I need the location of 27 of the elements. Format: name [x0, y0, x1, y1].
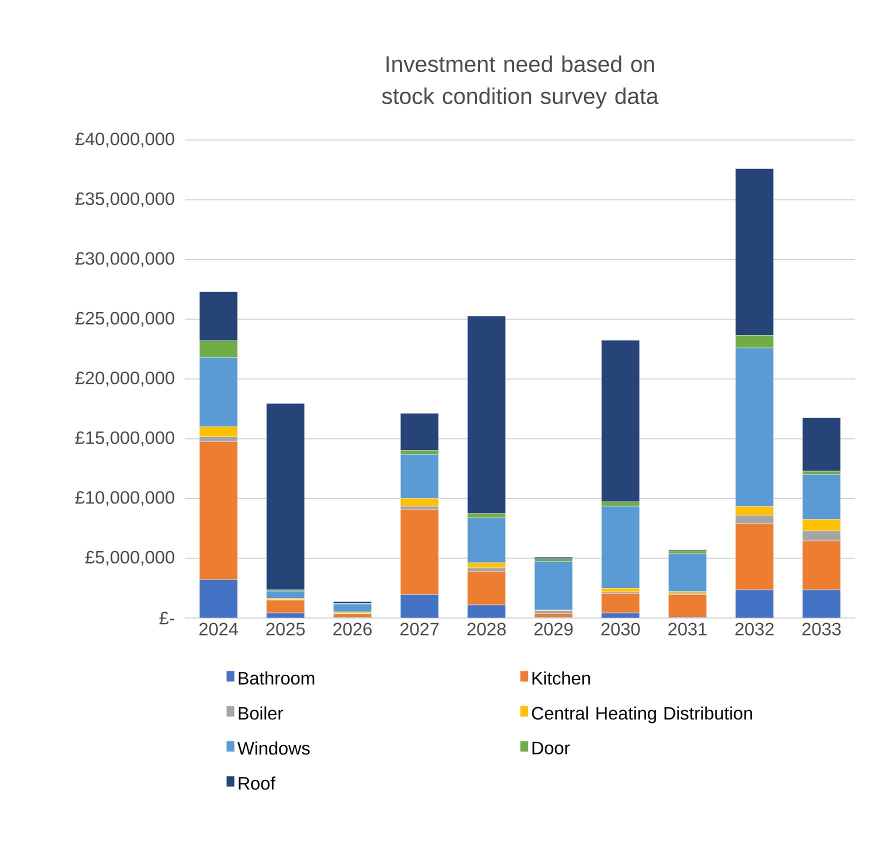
legend-label: Kitchen — [532, 671, 590, 685]
x-tick-label: 2031 — [668, 622, 707, 636]
y-tick-label: £5,000,000 — [85, 550, 174, 566]
legend-label: Roof — [238, 776, 276, 790]
y-tick-label: £10,000,000 — [75, 491, 174, 506]
x-tick-label: 2032 — [735, 622, 774, 636]
x-tick-label: 2027 — [400, 622, 439, 636]
y-tick-label: £25,000,000 — [75, 312, 174, 327]
x-tick-label: 2026 — [333, 622, 372, 636]
x-tick-label: 2028 — [467, 622, 506, 636]
chart-title: Investment need based on stock condition survey data — [382, 56, 659, 109]
y-tick-label: £20,000,000 — [75, 372, 174, 386]
x-tick-label: 2029 — [534, 622, 573, 636]
legend-label: Door — [532, 742, 570, 754]
y-tick-label: £35,000,000 — [75, 192, 174, 208]
x-tick-label: 2033 — [802, 622, 841, 636]
y-tick-label: £- — [159, 612, 174, 624]
y-tick-label: £15,000,000 — [75, 431, 174, 446]
x-tick-label: 2030 — [601, 622, 640, 636]
x-tick-label: 2025 — [266, 622, 305, 636]
legend-label: Bathroom — [238, 671, 314, 685]
y-tick-label: £30,000,000 — [75, 252, 174, 267]
y-tick-label: £40,000,000 — [75, 132, 174, 148]
legend-label: Boiler — [238, 706, 284, 720]
legend-label: Central Heating Distribution — [532, 706, 752, 724]
legend-label: Windows — [237, 741, 310, 755]
x-tick-label: 2024 — [199, 622, 238, 636]
